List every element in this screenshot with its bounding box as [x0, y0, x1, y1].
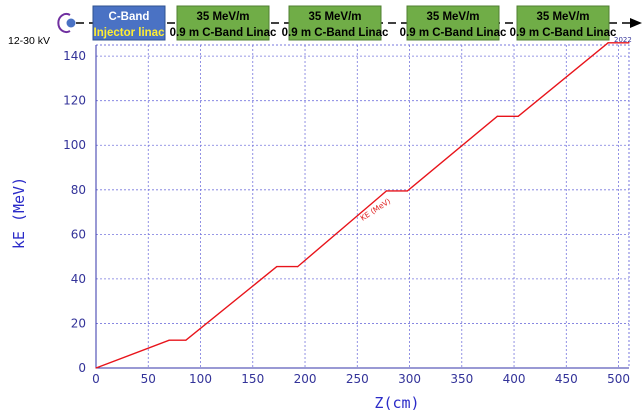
- series-point: [628, 42, 630, 44]
- x-tick-label: 500: [607, 372, 630, 386]
- x-tick-label: 0: [92, 372, 100, 386]
- x-tick-label: 300: [398, 372, 421, 386]
- y-tick-label: 0: [78, 361, 86, 375]
- beamline-schematic: 12-30 kV C-Band Injector linac 35 MeV/m 0…: [8, 5, 642, 47]
- series-line-ke: [95, 42, 629, 369]
- x-tick-label: 400: [503, 372, 526, 386]
- series-point: [406, 190, 409, 192]
- injector-label-line1: C-Band: [109, 11, 150, 23]
- linac-gradient-label: 35 MeV/m: [196, 11, 249, 23]
- x-tick-label: 200: [294, 372, 317, 386]
- y-tick-label: 120: [63, 94, 86, 108]
- x-tick-label: 50: [141, 372, 156, 386]
- y-tick-label: 20: [71, 316, 86, 330]
- electron-source-icon: [57, 13, 71, 33]
- injector-box: C-Band Injector linac: [92, 5, 166, 41]
- tick-labels: 0 50 100 150 200 250 300 350 400 450 500 0 20 40 60 80 1…: [63, 49, 630, 386]
- y-tick-label: 100: [63, 138, 86, 152]
- linac-rect: [176, 5, 270, 41]
- x-tick-label: 250: [346, 372, 369, 386]
- linac-name-label: 0.9 m C-Band Linac: [282, 27, 389, 39]
- linac-box-2: 35 MeV/m 0.9 m C-Band Linac: [282, 5, 389, 41]
- x-tick-label: 350: [450, 372, 473, 386]
- corner-label: 2022: [614, 36, 632, 44]
- series-point: [297, 266, 299, 268]
- x-axis-title: Z(cm): [374, 394, 419, 412]
- linac-boxes: 35 MeV/m 0.9 m C-Band Linac 35 MeV/m 0.9 m …: [170, 5, 617, 41]
- series-point: [168, 339, 170, 341]
- series-point: [276, 266, 278, 268]
- linac-box-3: 35 MeV/m 0.9 m C-Band Linac: [400, 5, 507, 41]
- y-tick-label: 80: [71, 183, 86, 197]
- y-tick-label: 40: [71, 272, 86, 286]
- plot-frame: [95, 44, 630, 369]
- linac-gradient-label: 35 MeV/m: [536, 11, 589, 23]
- linac-rect: [516, 5, 610, 41]
- linac-name-label: 0.9 m C-Band Linac: [170, 27, 277, 39]
- series-layer: KE (MeV): [95, 42, 630, 369]
- axes: [95, 45, 629, 369]
- linac-name-label: 0.9 m C-Band Linac: [510, 27, 617, 39]
- series-point: [185, 339, 187, 341]
- beam-arrow-icon: [630, 18, 642, 28]
- y-tick-label: 140: [63, 49, 86, 63]
- y-axis-title: kE (MeV): [10, 177, 28, 249]
- x-tick-label: 100: [189, 372, 212, 386]
- grid: [95, 44, 630, 369]
- series-point: [496, 115, 498, 117]
- y-tick-label: 60: [71, 227, 86, 241]
- linac-box-1: 35 MeV/m 0.9 m C-Band Linac: [170, 5, 277, 41]
- linac-gradient-label: 35 MeV/m: [426, 11, 479, 23]
- linac-gradient-label: 35 MeV/m: [308, 11, 361, 23]
- series-point: [517, 115, 519, 117]
- x-tick-label: 150: [241, 372, 264, 386]
- injector-label-line2: Injector linac: [94, 27, 166, 39]
- linac-rect: [288, 5, 382, 41]
- x-tick-label: 450: [555, 372, 578, 386]
- source-dot: [66, 18, 76, 28]
- linac-rect: [406, 5, 500, 41]
- linac-name-label: 0.9 m C-Band Linac: [400, 27, 507, 39]
- series-point: [95, 367, 97, 369]
- series-point: [607, 42, 609, 44]
- linac-box-4: 35 MeV/m 0.9 m C-Band Linac: [510, 5, 617, 41]
- series-point: [385, 190, 388, 192]
- source-voltage-label: 12-30 kV: [8, 35, 50, 47]
